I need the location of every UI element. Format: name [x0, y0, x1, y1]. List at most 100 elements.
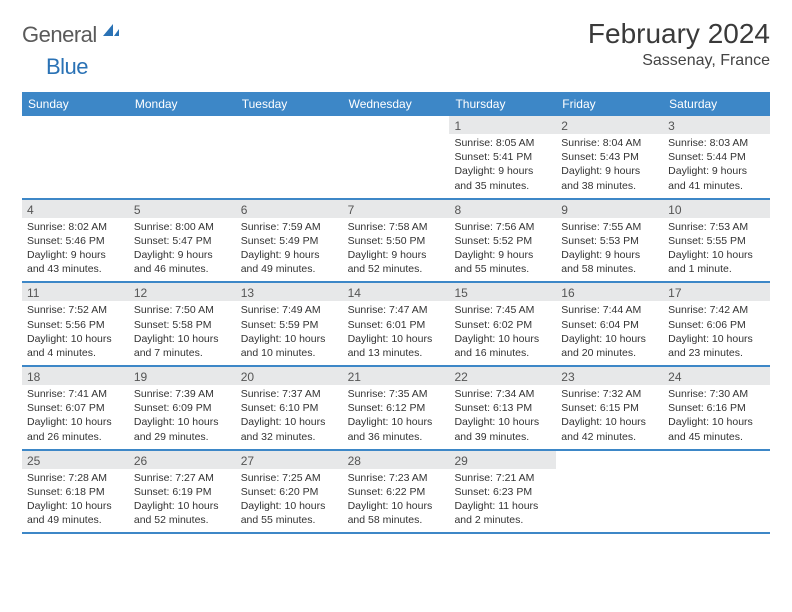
daylight-line: Daylight: 9 hours	[27, 248, 124, 262]
sunset-line: Sunset: 5:59 PM	[241, 318, 338, 332]
daylight-line: and 55 minutes.	[241, 513, 338, 527]
daylight-line: and 52 minutes.	[348, 262, 445, 276]
daylight-line: and 58 minutes.	[348, 513, 445, 527]
daylight-line: Daylight: 9 hours	[134, 248, 231, 262]
day-cell: 6Sunrise: 7:59 AMSunset: 5:49 PMDaylight…	[236, 200, 343, 282]
day-cell: 22Sunrise: 7:34 AMSunset: 6:13 PMDayligh…	[449, 367, 556, 449]
day-body: Sunrise: 7:42 AMSunset: 6:06 PMDaylight:…	[663, 301, 770, 365]
logo-word1: General	[22, 22, 97, 48]
empty-cell	[236, 116, 343, 198]
sunrise-line: Sunrise: 7:27 AM	[134, 471, 231, 485]
sunrise-line: Sunrise: 7:56 AM	[454, 220, 551, 234]
sunset-line: Sunset: 5:44 PM	[668, 150, 765, 164]
weekday-header: Saturday	[663, 92, 770, 116]
day-body: Sunrise: 7:45 AMSunset: 6:02 PMDaylight:…	[449, 301, 556, 365]
daylight-line: and 45 minutes.	[668, 430, 765, 444]
sunset-line: Sunset: 5:50 PM	[348, 234, 445, 248]
sunset-line: Sunset: 5:56 PM	[27, 318, 124, 332]
day-number: 23	[556, 367, 663, 385]
daylight-line: Daylight: 10 hours	[241, 499, 338, 513]
day-body: Sunrise: 7:53 AMSunset: 5:55 PMDaylight:…	[663, 218, 770, 282]
weekday-header-row: SundayMondayTuesdayWednesdayThursdayFrid…	[22, 92, 770, 116]
day-cell: 5Sunrise: 8:00 AMSunset: 5:47 PMDaylight…	[129, 200, 236, 282]
sunset-line: Sunset: 5:55 PM	[668, 234, 765, 248]
day-body: Sunrise: 7:59 AMSunset: 5:49 PMDaylight:…	[236, 218, 343, 282]
day-cell: 15Sunrise: 7:45 AMSunset: 6:02 PMDayligh…	[449, 283, 556, 365]
daylight-line: Daylight: 10 hours	[134, 415, 231, 429]
sunrise-line: Sunrise: 7:52 AM	[27, 303, 124, 317]
sunrise-line: Sunrise: 7:39 AM	[134, 387, 231, 401]
daylight-line: Daylight: 9 hours	[454, 248, 551, 262]
daylight-line: and 58 minutes.	[561, 262, 658, 276]
day-number: 7	[343, 200, 450, 218]
empty-cell	[556, 451, 663, 533]
day-body: Sunrise: 7:28 AMSunset: 6:18 PMDaylight:…	[22, 469, 129, 533]
day-number: 2	[556, 116, 663, 134]
daylight-line: and 20 minutes.	[561, 346, 658, 360]
sunset-line: Sunset: 5:46 PM	[27, 234, 124, 248]
day-cell: 25Sunrise: 7:28 AMSunset: 6:18 PMDayligh…	[22, 451, 129, 533]
sunset-line: Sunset: 6:09 PM	[134, 401, 231, 415]
day-cell: 13Sunrise: 7:49 AMSunset: 5:59 PMDayligh…	[236, 283, 343, 365]
daylight-line: Daylight: 11 hours	[454, 499, 551, 513]
daylight-line: Daylight: 10 hours	[454, 415, 551, 429]
sunrise-line: Sunrise: 8:02 AM	[27, 220, 124, 234]
weekday-header: Thursday	[449, 92, 556, 116]
sunrise-line: Sunrise: 8:00 AM	[134, 220, 231, 234]
day-number: 8	[449, 200, 556, 218]
day-number: 15	[449, 283, 556, 301]
daylight-line: Daylight: 10 hours	[561, 415, 658, 429]
day-body: Sunrise: 7:37 AMSunset: 6:10 PMDaylight:…	[236, 385, 343, 449]
day-number: 16	[556, 283, 663, 301]
empty-cell	[343, 116, 450, 198]
day-body: Sunrise: 7:34 AMSunset: 6:13 PMDaylight:…	[449, 385, 556, 449]
daylight-line: and 7 minutes.	[134, 346, 231, 360]
day-body: Sunrise: 7:35 AMSunset: 6:12 PMDaylight:…	[343, 385, 450, 449]
day-cell: 27Sunrise: 7:25 AMSunset: 6:20 PMDayligh…	[236, 451, 343, 533]
day-number: 25	[22, 451, 129, 469]
daylight-line: Daylight: 10 hours	[668, 248, 765, 262]
day-number: 20	[236, 367, 343, 385]
daylight-line: Daylight: 10 hours	[561, 332, 658, 346]
day-cell: 24Sunrise: 7:30 AMSunset: 6:16 PMDayligh…	[663, 367, 770, 449]
logo-sail-icon	[101, 22, 121, 45]
sunset-line: Sunset: 6:18 PM	[27, 485, 124, 499]
day-cell: 20Sunrise: 7:37 AMSunset: 6:10 PMDayligh…	[236, 367, 343, 449]
day-number: 12	[129, 283, 236, 301]
day-body: Sunrise: 7:47 AMSunset: 6:01 PMDaylight:…	[343, 301, 450, 365]
day-body: Sunrise: 7:52 AMSunset: 5:56 PMDaylight:…	[22, 301, 129, 365]
day-cell: 2Sunrise: 8:04 AMSunset: 5:43 PMDaylight…	[556, 116, 663, 198]
daylight-line: and 23 minutes.	[668, 346, 765, 360]
day-cell: 19Sunrise: 7:39 AMSunset: 6:09 PMDayligh…	[129, 367, 236, 449]
sunset-line: Sunset: 6:13 PM	[454, 401, 551, 415]
day-body: Sunrise: 8:04 AMSunset: 5:43 PMDaylight:…	[556, 134, 663, 198]
daylight-line: and 42 minutes.	[561, 430, 658, 444]
sunrise-line: Sunrise: 7:32 AM	[561, 387, 658, 401]
title-block: February 2024 Sassenay, France	[588, 18, 770, 70]
day-cell: 26Sunrise: 7:27 AMSunset: 6:19 PMDayligh…	[129, 451, 236, 533]
day-number: 14	[343, 283, 450, 301]
daylight-line: Daylight: 9 hours	[241, 248, 338, 262]
daylight-line: and 26 minutes.	[27, 430, 124, 444]
daylight-line: Daylight: 10 hours	[348, 332, 445, 346]
day-body: Sunrise: 7:32 AMSunset: 6:15 PMDaylight:…	[556, 385, 663, 449]
day-cell: 9Sunrise: 7:55 AMSunset: 5:53 PMDaylight…	[556, 200, 663, 282]
day-body	[556, 469, 663, 476]
day-number	[129, 116, 236, 134]
day-number: 11	[22, 283, 129, 301]
day-cell: 3Sunrise: 8:03 AMSunset: 5:44 PMDaylight…	[663, 116, 770, 198]
sunrise-line: Sunrise: 7:53 AM	[668, 220, 765, 234]
day-number: 29	[449, 451, 556, 469]
day-number: 13	[236, 283, 343, 301]
sunrise-line: Sunrise: 8:03 AM	[668, 136, 765, 150]
sunrise-line: Sunrise: 7:41 AM	[27, 387, 124, 401]
day-body: Sunrise: 8:02 AMSunset: 5:46 PMDaylight:…	[22, 218, 129, 282]
day-number	[236, 116, 343, 134]
day-cell: 23Sunrise: 7:32 AMSunset: 6:15 PMDayligh…	[556, 367, 663, 449]
sunrise-line: Sunrise: 8:04 AM	[561, 136, 658, 150]
daylight-line: and 52 minutes.	[134, 513, 231, 527]
day-body: Sunrise: 7:25 AMSunset: 6:20 PMDaylight:…	[236, 469, 343, 533]
daylight-line: Daylight: 9 hours	[668, 164, 765, 178]
day-number	[556, 451, 663, 469]
sunrise-line: Sunrise: 7:59 AM	[241, 220, 338, 234]
